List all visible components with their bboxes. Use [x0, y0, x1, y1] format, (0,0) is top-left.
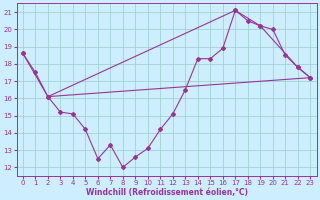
X-axis label: Windchill (Refroidissement éolien,°C): Windchill (Refroidissement éolien,°C): [85, 188, 248, 197]
